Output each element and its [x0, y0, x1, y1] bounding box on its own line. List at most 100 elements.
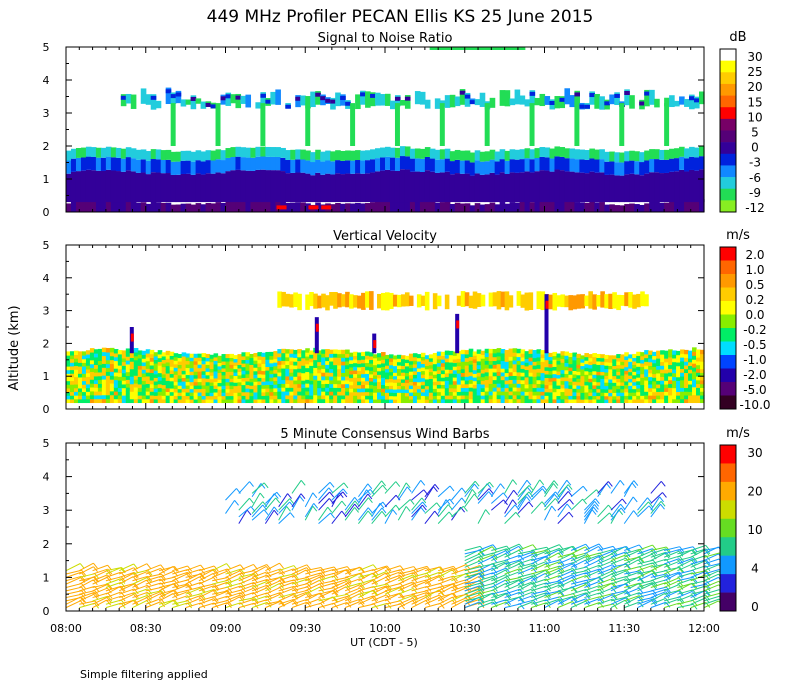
velocity-cell — [608, 399, 613, 404]
velocity-cell — [241, 363, 247, 368]
velocity-cell — [488, 292, 494, 307]
wind-barb — [65, 575, 82, 582]
velocity-cell — [576, 367, 581, 372]
velocity-cell — [373, 381, 378, 386]
velocity-cell — [700, 364, 705, 370]
snr-cell — [355, 94, 361, 110]
velocity-cell — [169, 358, 175, 364]
velocity-cell — [309, 398, 314, 404]
snr-cell — [340, 95, 346, 100]
velocity-cell — [616, 392, 621, 397]
velocity-cell — [504, 350, 510, 355]
wind-barb — [505, 574, 511, 580]
velocity-cell — [345, 394, 350, 400]
velocity-cell — [165, 361, 171, 367]
velocity-cell — [381, 355, 386, 360]
velocity-cell — [149, 364, 155, 370]
velocity-cell — [277, 349, 282, 354]
velocity-cell — [349, 370, 354, 375]
velocity-cell — [444, 380, 450, 385]
snr-cell — [155, 100, 162, 109]
velocity-cell — [165, 365, 171, 370]
velocity-cell — [672, 387, 677, 392]
velocity-cell — [261, 359, 266, 364]
snr-cell — [305, 160, 311, 174]
velocity-cell — [564, 366, 570, 371]
wind-barb — [105, 602, 122, 609]
velocity-cell — [424, 399, 430, 404]
snr-cell — [599, 96, 605, 110]
wind-barb — [312, 492, 318, 499]
snr-cell — [504, 160, 511, 174]
velocity-cell — [241, 384, 247, 389]
velocity-cell — [249, 360, 255, 365]
wind-barb — [690, 549, 706, 558]
velocity-cell — [676, 358, 681, 363]
velocity-cell — [692, 351, 697, 356]
snr-cell — [654, 98, 660, 108]
wind-barb — [185, 568, 202, 575]
velocity-cell — [177, 398, 183, 404]
velocity-cell — [516, 291, 522, 306]
velocity-cell — [468, 364, 474, 369]
velocity-cell — [125, 371, 131, 377]
velocity-cell — [524, 358, 530, 363]
snr-cell — [205, 202, 212, 212]
wind-barb — [185, 581, 201, 588]
wind-barb — [504, 504, 516, 518]
velocity-cell — [309, 350, 314, 355]
snr-cell — [276, 205, 287, 210]
wind-barb — [65, 563, 81, 572]
snr-cell — [539, 156, 546, 171]
wind-barb — [477, 488, 490, 501]
velocity-cell — [624, 292, 629, 307]
wind-barb — [371, 480, 382, 494]
velocity-cell — [436, 395, 442, 400]
velocity-cell — [109, 398, 115, 404]
wind-barb — [477, 546, 493, 555]
velocity-cell — [81, 398, 87, 404]
velocity-cell — [540, 387, 546, 392]
velocity-cell — [289, 379, 294, 385]
snr-cell — [95, 170, 102, 203]
velocity-cell — [109, 390, 115, 396]
wind-barb — [279, 562, 284, 569]
wind-barb — [304, 503, 315, 518]
wind-barb — [358, 493, 369, 508]
velocity-cell — [680, 383, 685, 388]
velocity-cell — [309, 387, 314, 392]
velocity-cell — [321, 383, 326, 388]
velocity-cell — [480, 372, 486, 378]
snr-cell — [614, 162, 620, 176]
wind-barb — [530, 569, 546, 578]
velocity-cell — [480, 358, 486, 363]
velocity-cell — [388, 378, 394, 383]
snr-cell — [275, 147, 281, 157]
velocity-cell — [600, 357, 605, 362]
velocity-cell — [392, 365, 398, 370]
velocity-cell — [185, 370, 191, 376]
snr-cell — [215, 103, 221, 146]
velocity-cell — [584, 374, 589, 379]
wind-barb — [344, 507, 355, 521]
snr-cell — [604, 174, 610, 203]
wind-barb — [304, 505, 314, 521]
velocity-cell — [420, 352, 426, 357]
velocity-cell — [480, 365, 486, 370]
velocity-cell — [696, 368, 701, 373]
velocity-cell — [161, 388, 167, 393]
wind-barb — [331, 482, 345, 494]
velocity-cell — [97, 348, 103, 354]
velocity-cell — [313, 351, 318, 357]
snr-cell — [659, 173, 665, 203]
snr-cell — [424, 170, 431, 203]
velocity-cell — [472, 387, 478, 393]
snr-cell — [514, 149, 521, 160]
velocity-cell — [472, 384, 478, 389]
velocity-cell — [377, 381, 382, 386]
velocity-cell — [273, 387, 278, 393]
velocity-cell — [73, 350, 79, 355]
wind-barb — [212, 576, 228, 582]
snr-cell — [674, 148, 680, 159]
snr-cell — [629, 150, 635, 161]
